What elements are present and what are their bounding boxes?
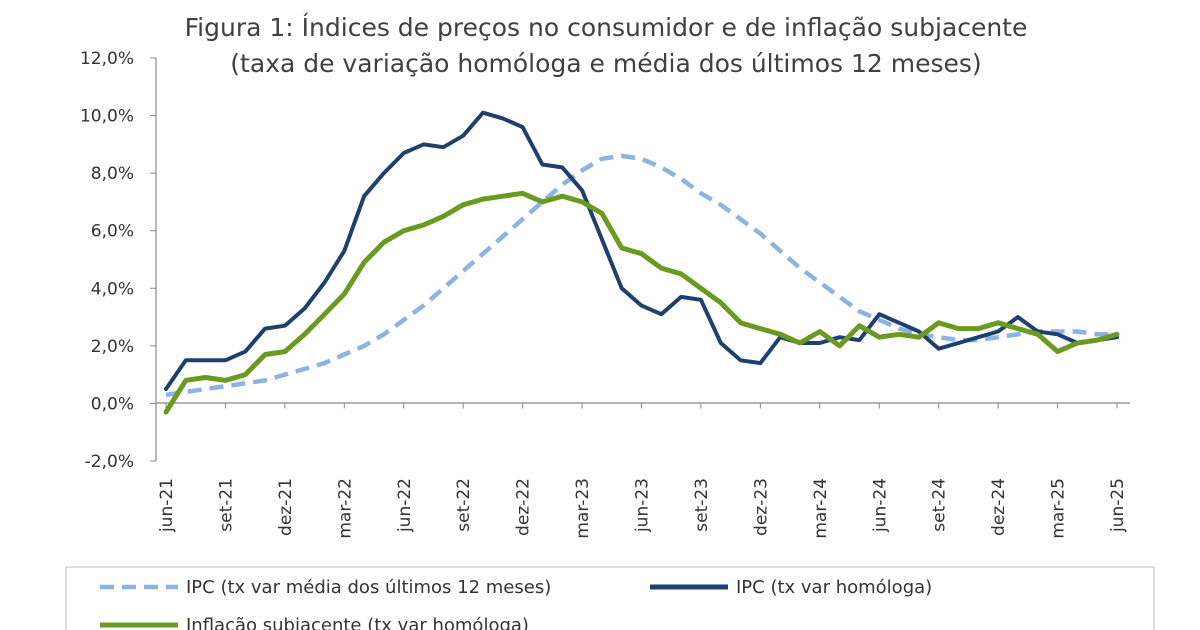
x-tick-label: set-23 — [692, 478, 712, 532]
x-tick-label: dez-24 — [989, 478, 1009, 536]
y-tick-label: -2,0% — [85, 452, 134, 472]
chart-subtitle: (taxa de variação homóloga e média dos ú… — [230, 49, 981, 78]
x-tick-label: set-24 — [930, 478, 950, 532]
x-tick-label: mar-25 — [1049, 478, 1069, 539]
legend-box — [65, 566, 1155, 630]
x-tick-label: mar-22 — [335, 478, 355, 539]
x-tick-label: dez-23 — [751, 478, 771, 536]
legend-label-1: IPC (tx var homóloga) — [736, 577, 932, 598]
y-tick-label: 6,0% — [91, 222, 134, 242]
legend-label-0: IPC (tx var média dos últimos 12 meses) — [186, 577, 551, 598]
y-tick-label: 0,0% — [91, 394, 134, 414]
chart-title: Figura 1: Índices de preços no consumido… — [185, 13, 1028, 42]
y-tick-label: 10,0% — [80, 107, 134, 127]
legend-label-2: Inflação subjacente (tx var homóloga) — [186, 615, 529, 630]
x-tick-label: jun-23 — [633, 478, 653, 533]
x-axis-ticks: jun-21 set-21 dez-21 mar-22 jun-22 set-22 dez-… — [157, 403, 1128, 539]
x-tick-label: set-22 — [454, 478, 474, 532]
series-line-1 — [164, 110, 1119, 391]
series-line-2 — [163, 190, 1120, 415]
x-tick-label: mar-24 — [811, 478, 831, 539]
x-tick-label: set-21 — [216, 478, 236, 532]
series-layer — [163, 110, 1120, 415]
x-tick-label: jun-25 — [1108, 478, 1128, 533]
x-tick-label: jun-24 — [870, 478, 890, 533]
y-tick-label: 8,0% — [91, 164, 134, 184]
x-tick-label: dez-21 — [276, 478, 296, 536]
y-tick-label: 4,0% — [91, 279, 134, 299]
series-line-0 — [165, 153, 1117, 398]
x-tick-label: mar-23 — [573, 478, 593, 539]
y-tick-label: 12,0% — [80, 49, 134, 69]
y-tick-label: 2,0% — [91, 337, 134, 357]
x-tick-label: jun-22 — [395, 478, 415, 533]
x-tick-label: jun-21 — [157, 478, 177, 533]
legend: IPC (tx var média dos últimos 12 meses) I… — [100, 577, 932, 630]
y-axis-ticks: -2,0% 0,0% 2,0% 4,0% 6,0% 8,0% 10,0% 12,0% — [80, 49, 156, 472]
x-tick-label: dez-22 — [514, 478, 534, 536]
